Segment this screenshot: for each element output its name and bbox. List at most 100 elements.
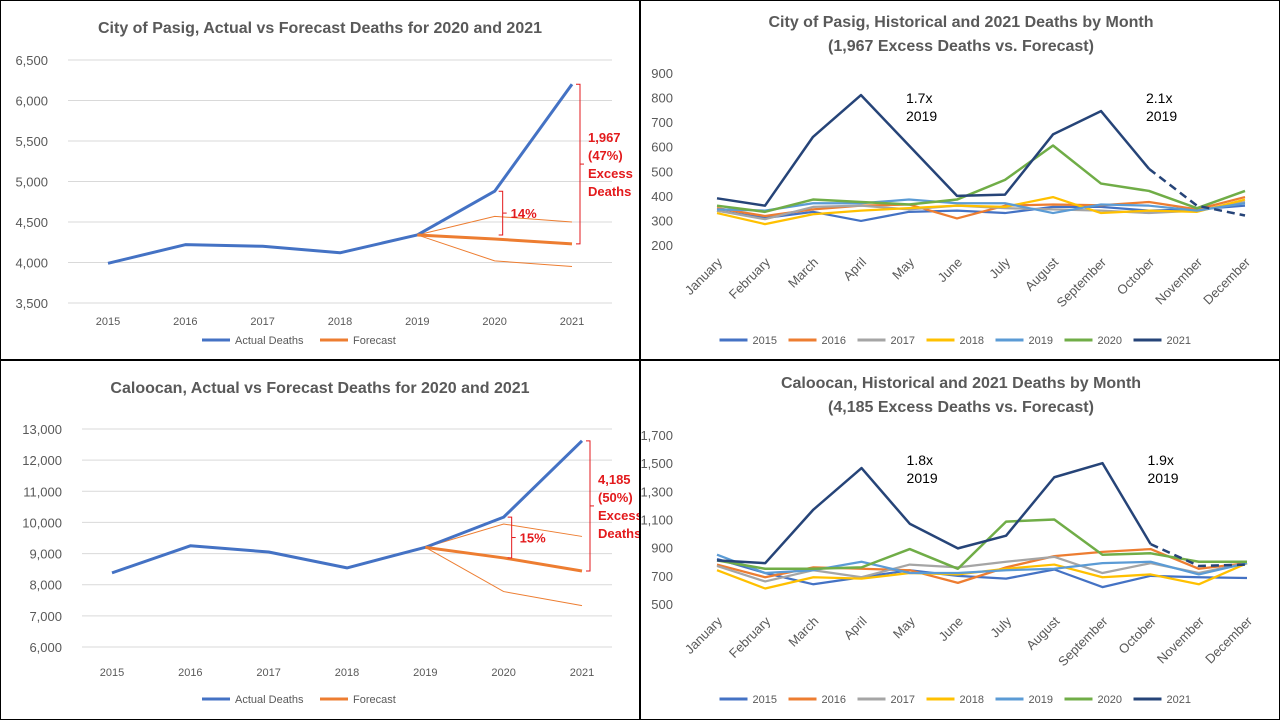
series-line-dashed-2021: [1150, 543, 1248, 568]
legend-label: 2019: [1029, 694, 1053, 706]
legend-label: 2016: [822, 694, 846, 706]
x-tick-label: 2019: [405, 316, 429, 328]
annotation-label: 1,967: [588, 130, 621, 145]
x-tick-label: November: [1152, 254, 1205, 307]
y-tick-label: 900: [651, 541, 673, 556]
y-tick-label: 7,000: [29, 609, 62, 624]
series-line-forecast: [417, 233, 573, 246]
annotation-bracket: [498, 190, 504, 236]
series-line-actual-deaths: [111, 439, 584, 575]
x-tick-label: October: [1114, 254, 1158, 298]
y-tick-label: 6,000: [29, 640, 62, 655]
legend-label: Actual Deaths: [235, 694, 304, 706]
legend-label: 2021: [1167, 335, 1191, 347]
x-tick-label: February: [726, 613, 774, 661]
x-tick-label: January: [682, 613, 726, 657]
forecast-range-line: [425, 546, 583, 607]
x-tick-label: May: [889, 254, 917, 282]
series-line-2020: [716, 144, 1246, 214]
legend-label: Actual Deaths: [235, 335, 304, 347]
annotation-label: (50%): [598, 490, 633, 505]
annotation-bracket: [576, 83, 581, 245]
annotation-label: Deaths: [588, 184, 631, 199]
caloocan-annual-chart-panel: Caloocan, Actual vs Forecast Deaths for …: [0, 361, 643, 720]
y-tick-label: 3,500: [15, 296, 48, 311]
y-tick-label: 10,000: [22, 515, 62, 530]
x-tick-label: May: [890, 613, 918, 641]
x-tick-label: February: [726, 254, 774, 302]
chart-title: City of Pasig, Actual vs Forecast Deaths…: [98, 20, 542, 37]
series-line-2021: [716, 461, 1152, 565]
pasig-monthly-chart: City of Pasig, Historical and 2021 Death…: [651, 14, 1253, 347]
x-tick-label: June: [935, 614, 966, 645]
x-tick-label: August: [1023, 613, 1062, 652]
annotation-label: 4,185: [598, 472, 631, 487]
y-tick-label: 5,000: [15, 175, 48, 190]
x-tick-label: 2015: [96, 316, 120, 328]
annotation-label: 2019: [1147, 470, 1178, 486]
x-tick-label: 2017: [256, 667, 280, 679]
chart-title: City of Pasig, Historical and 2021 Death…: [769, 14, 1154, 31]
annotation-label: 1.9x: [1147, 452, 1173, 468]
x-tick-label: 2020: [482, 316, 506, 328]
x-tick-label: 2015: [100, 667, 124, 679]
pasig-annual-chart-panel: City of Pasig, Actual vs Forecast Deaths…: [0, 0, 639, 359]
x-tick-label: August: [1022, 254, 1061, 293]
forecast-range-line: [417, 215, 573, 236]
x-tick-label: November: [1154, 613, 1207, 666]
annotation-label: 1.7x: [906, 90, 932, 106]
y-tick-label: 700: [651, 115, 673, 130]
x-tick-label: September: [1055, 613, 1111, 669]
x-tick-label: July: [987, 613, 1014, 640]
annotation-label: 2.1x: [1146, 90, 1172, 106]
x-tick-label: 2020: [491, 667, 515, 679]
annotation-label: 1.8x: [907, 452, 933, 468]
chart-title: Caloocan, Actual vs Forecast Deaths for …: [110, 380, 529, 397]
x-tick-label: March: [785, 614, 821, 650]
y-tick-label: 6,000: [15, 94, 48, 109]
annotation-label: Excess: [588, 166, 633, 181]
y-tick-label: 200: [651, 238, 673, 253]
x-tick-label: December: [1200, 254, 1253, 307]
series-line-2021: [716, 93, 1150, 207]
y-tick-label: 11,000: [23, 484, 62, 499]
y-tick-label: 700: [651, 569, 673, 584]
horizontal-divider: [0, 359, 1280, 361]
x-tick-label: April: [840, 254, 869, 283]
series-line-2019: [716, 198, 1246, 215]
x-tick-label: 2018: [335, 667, 359, 679]
x-tick-label: 2017: [250, 316, 274, 328]
legend-label: 2015: [753, 694, 777, 706]
y-tick-label: 4,000: [15, 256, 48, 271]
legend-label: 2020: [1098, 335, 1122, 347]
y-tick-label: 8,000: [29, 578, 62, 593]
y-tick-label: 4,500: [15, 215, 48, 230]
legend-label: Forecast: [353, 694, 396, 706]
annotation-label: 14%: [511, 206, 537, 221]
forecast-range-line: [425, 523, 583, 548]
x-tick-label: July: [986, 254, 1013, 281]
legend-label: 2015: [753, 335, 777, 347]
y-tick-label: 1,300: [641, 484, 673, 499]
series-line-forecast: [425, 545, 583, 573]
legend-label: 2017: [891, 335, 915, 347]
y-tick-label: 1,100: [641, 513, 673, 528]
legend-label: 2018: [960, 335, 984, 347]
chart-subtitle: (1,967 Excess Deaths vs. Forecast): [828, 38, 1094, 55]
y-tick-label: 6,500: [15, 53, 48, 68]
caloocan-monthly-chart: Caloocan, Historical and 2021 Deaths by …: [640, 375, 1255, 706]
y-tick-label: 12,000: [22, 453, 62, 468]
series-line-dashed-2021: [1148, 167, 1246, 217]
chart-title: Caloocan, Historical and 2021 Deaths by …: [781, 375, 1141, 392]
legend-label: 2016: [822, 335, 846, 347]
x-tick-label: March: [785, 255, 821, 291]
pasig-annual-chart: City of Pasig, Actual vs Forecast Deaths…: [15, 20, 633, 347]
x-tick-label: 2018: [328, 316, 352, 328]
y-tick-label: 900: [651, 66, 673, 81]
caloocan-annual-chart: Caloocan, Actual vs Forecast Deaths for …: [22, 380, 643, 706]
y-tick-label: 1,500: [641, 456, 673, 471]
y-tick-label: 13,000: [22, 422, 62, 437]
series-line-2018: [716, 195, 1246, 226]
legend-label: 2018: [960, 694, 984, 706]
chart-subtitle: (4,185 Excess Deaths vs. Forecast): [828, 399, 1094, 416]
